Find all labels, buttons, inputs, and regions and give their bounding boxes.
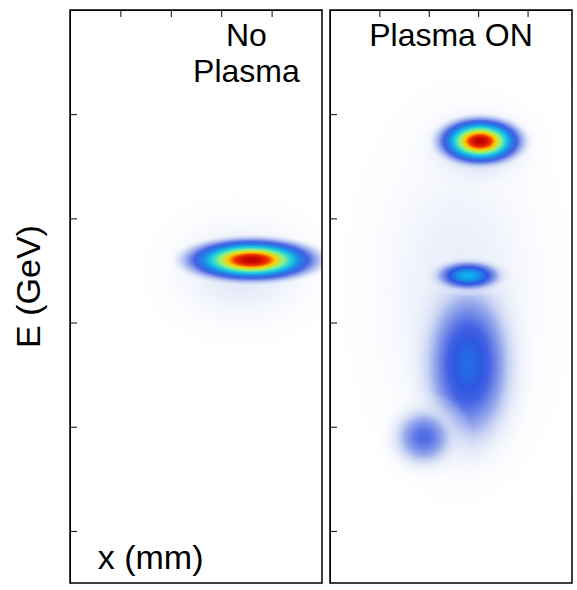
- tick-mark: [528, 10, 529, 17]
- tick-mark: [70, 531, 77, 532]
- axis-line: [70, 11, 71, 584]
- tick: [70, 114, 77, 115]
- tick-mark: [330, 427, 337, 428]
- panel-title: Plasma ON: [369, 17, 533, 53]
- tick: [330, 427, 337, 428]
- tick-mark: [330, 114, 337, 115]
- tick-mark: [478, 10, 479, 17]
- axis-line: [331, 10, 573, 11]
- tick-mark: [429, 10, 430, 17]
- tick: [70, 323, 77, 324]
- panel: NoPlasma x (mm) E (GeV): [9, 10, 372, 584]
- tick: [330, 218, 337, 219]
- x-axis-title: x (mm): [98, 538, 204, 576]
- tick-mark: [70, 114, 77, 115]
- tick: [330, 531, 337, 532]
- tick: [221, 10, 222, 17]
- x-axis: [71, 10, 323, 17]
- tick-mark: [330, 323, 337, 324]
- tick-mark: [272, 10, 273, 17]
- tick: [478, 10, 479, 17]
- tick: [70, 427, 77, 428]
- tick: [70, 531, 77, 532]
- panel-frame: [330, 10, 572, 583]
- tick: [528, 10, 529, 17]
- x-axis: [331, 10, 573, 17]
- y-axis: [330, 11, 337, 584]
- tick-mark: [221, 10, 222, 17]
- beam-spot: [330, 10, 572, 583]
- figure: NoPlasma x (mm) E (GeV) Plasma ON: [0, 0, 577, 590]
- tick-mark: [70, 323, 77, 324]
- tick: [171, 10, 172, 17]
- beam-spot: [421, 255, 515, 297]
- beam-spot: [374, 390, 473, 484]
- tick: [70, 218, 77, 219]
- tick-mark: [379, 10, 380, 17]
- panel: Plasma ON: [300, 0, 577, 584]
- tick: [330, 323, 337, 324]
- tick-mark: [120, 10, 121, 17]
- tick: [429, 10, 430, 17]
- tick: [330, 114, 337, 115]
- beam-spot: [110, 171, 322, 369]
- axis-line: [330, 11, 331, 584]
- tick: [272, 10, 273, 17]
- y-axis-title: E (GeV): [9, 225, 47, 348]
- tick-mark: [70, 218, 77, 219]
- panel-title: NoPlasma: [193, 17, 300, 89]
- beam-spot: [171, 234, 322, 286]
- tick-mark: [330, 218, 337, 219]
- panel-frame: [70, 10, 322, 583]
- plot-area: [110, 171, 322, 369]
- tick: [120, 10, 121, 17]
- tick-mark: [70, 427, 77, 428]
- tick-mark: [171, 10, 172, 17]
- tick: [379, 10, 380, 17]
- plot-area: [330, 10, 572, 583]
- beam-spot: [428, 113, 532, 170]
- axis-line: [71, 10, 323, 11]
- tick-mark: [330, 531, 337, 532]
- beam-spot: [394, 88, 562, 203]
- y-axis: [70, 11, 77, 584]
